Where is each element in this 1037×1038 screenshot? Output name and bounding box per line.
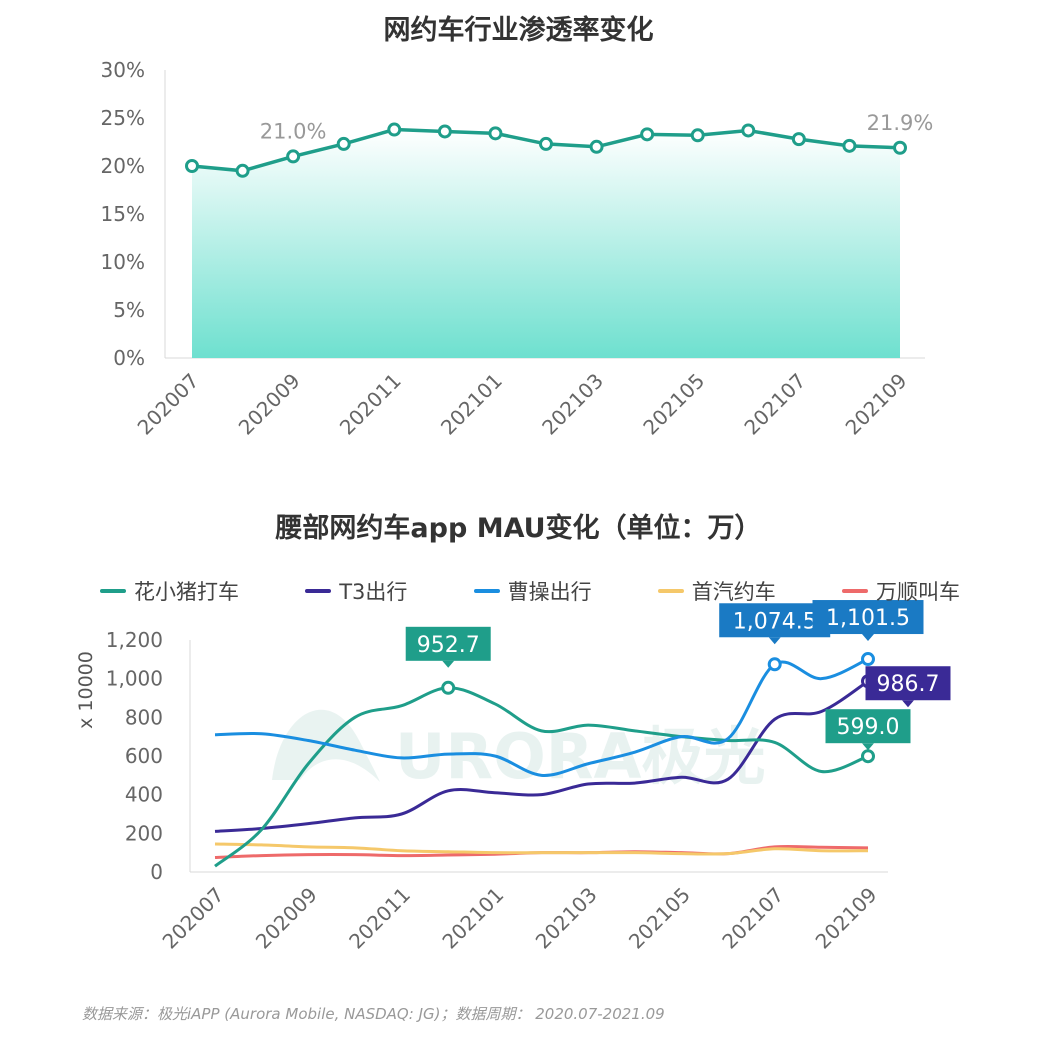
legend-label: 花小猪打车 bbox=[134, 580, 239, 604]
series-line-3 bbox=[214, 657, 869, 777]
data-label-box bbox=[719, 603, 831, 638]
data-point bbox=[185, 159, 199, 173]
legend-label: T3出行 bbox=[339, 580, 408, 604]
x-tick-label: 202011 bbox=[335, 369, 406, 440]
legend-label: 万顺叫车 bbox=[875, 580, 960, 604]
data-point bbox=[893, 140, 907, 155]
y-axis-label: x 10000 bbox=[75, 651, 97, 729]
y-tick-label: 0 bbox=[150, 860, 163, 884]
data-label-pointer bbox=[862, 743, 874, 751]
y-tick-label: 10% bbox=[101, 250, 145, 274]
legend-swatch bbox=[841, 589, 868, 593]
data-point bbox=[791, 132, 806, 147]
legend-swatch bbox=[100, 589, 126, 593]
x-tick-label: 202103 bbox=[531, 883, 602, 954]
data-label-pointer bbox=[442, 660, 455, 668]
x-tick-label: 202007 bbox=[158, 883, 229, 954]
y-tick-label: 25% bbox=[101, 106, 145, 130]
chart2-title: 腰部网约车app MAU变化（单位：万） bbox=[275, 513, 762, 544]
y-tick-label: 30% bbox=[101, 58, 145, 82]
x-tick-label: 202109 bbox=[841, 369, 912, 440]
data-point bbox=[387, 122, 402, 137]
data-source-note: 数据来源：极光iAPP (Aurora Mobile, NASDAQ: JG)；… bbox=[82, 1005, 665, 1023]
x-tick-label: 202109 bbox=[811, 883, 882, 954]
x-tick-label: 202103 bbox=[537, 369, 608, 440]
x-tick-label: 202101 bbox=[437, 883, 508, 954]
data-label: 952.7 bbox=[417, 633, 480, 658]
legend-item: 万顺叫车 bbox=[841, 576, 960, 606]
x-tick-label: 202101 bbox=[436, 369, 507, 440]
data-point bbox=[336, 136, 351, 151]
label-marker bbox=[861, 749, 875, 764]
data-label-box bbox=[812, 600, 924, 635]
x-tick-label: 202009 bbox=[234, 369, 305, 440]
data-point bbox=[741, 123, 756, 138]
series-line-4 bbox=[214, 842, 869, 856]
label-marker bbox=[441, 680, 456, 695]
label-marker bbox=[861, 652, 875, 667]
data-point bbox=[539, 136, 553, 151]
data-label-pointer bbox=[902, 700, 914, 708]
y-tick-label: 800 bbox=[125, 705, 163, 729]
data-label: 599.0 bbox=[837, 715, 900, 740]
y-tick-label: 200 bbox=[125, 821, 163, 845]
x-tick-label: 202107 bbox=[717, 883, 788, 954]
y-tick-label: 20% bbox=[101, 154, 145, 178]
data-label: 1,101.5 bbox=[826, 606, 910, 631]
legend-swatch bbox=[657, 589, 684, 593]
x-tick-label: 202105 bbox=[624, 883, 695, 954]
data-point bbox=[589, 139, 604, 154]
y-tick-label: 0% bbox=[113, 346, 145, 370]
legend-label: 曹操出行 bbox=[507, 580, 592, 604]
y-tick-label: 1,000 bbox=[106, 667, 163, 691]
data-label: 986.7 bbox=[877, 672, 940, 697]
legend-label: 首汽约车 bbox=[691, 580, 776, 604]
x-tick-label: 202007 bbox=[133, 369, 204, 440]
data-point bbox=[488, 126, 503, 141]
series-line-2 bbox=[214, 679, 869, 833]
data-annotation: 21.9% bbox=[867, 111, 934, 135]
legend-item: 曹操出行 bbox=[473, 576, 592, 606]
label-marker bbox=[767, 657, 782, 672]
data-point bbox=[437, 124, 452, 139]
data-label-pointer bbox=[768, 637, 781, 645]
data-label-box bbox=[865, 666, 951, 701]
data-label-pointer bbox=[862, 634, 874, 642]
data-point bbox=[842, 138, 857, 153]
y-tick-label: 15% bbox=[101, 202, 145, 226]
data-point bbox=[690, 128, 705, 143]
legend-item: T3出行 bbox=[305, 576, 407, 606]
data-point bbox=[640, 127, 655, 142]
data-point bbox=[235, 163, 250, 178]
y-tick-label: 400 bbox=[125, 783, 163, 807]
data-annotation: 21.0% bbox=[260, 119, 327, 143]
legend-swatch bbox=[473, 589, 500, 593]
penetration-rate-chart: 30% 25% 20% 15% 10% 5% 0% 21.0% 21.9% 202007 20200… bbox=[101, 58, 934, 440]
data-label-box bbox=[825, 709, 911, 744]
legend-swatch bbox=[305, 589, 332, 593]
data-label: 1,074.5 bbox=[733, 609, 817, 634]
data-label-box bbox=[405, 626, 491, 661]
chart1-title: 网约车行业渗透率变化 bbox=[383, 15, 654, 46]
y-tick-label: 600 bbox=[125, 744, 163, 768]
legend-item: 首汽约车 bbox=[657, 576, 776, 606]
x-tick-label: 202009 bbox=[251, 883, 322, 954]
data-point bbox=[286, 149, 301, 164]
area-fill bbox=[192, 129, 900, 358]
x-tick-label: 202107 bbox=[739, 369, 810, 440]
y-tick-label: 1,200 bbox=[106, 628, 163, 652]
y-tick-label: 5% bbox=[113, 298, 145, 322]
legend-item: 花小猪打车 bbox=[100, 576, 239, 606]
mau-legend: 花小猪打车 T3出行 曹操出行 首汽约车 万顺叫车 bbox=[100, 576, 960, 606]
x-tick-label: 202105 bbox=[638, 369, 709, 440]
series-line-1 bbox=[214, 686, 869, 868]
x-tick-label: 202011 bbox=[344, 883, 415, 954]
